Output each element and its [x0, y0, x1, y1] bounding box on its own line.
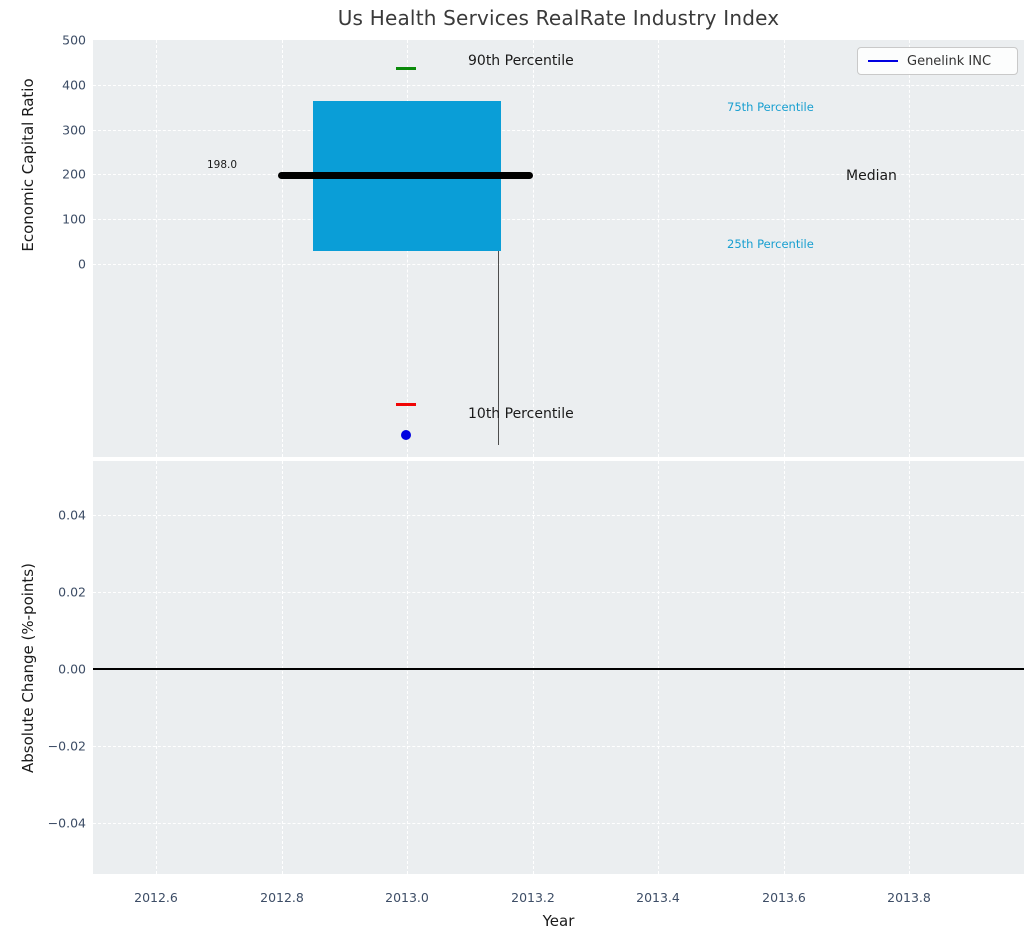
xtick-label: 2013.4: [636, 890, 680, 905]
xtick-label: 2012.8: [260, 890, 304, 905]
xtick-label: 2012.6: [134, 890, 178, 905]
ytick-label: 0.00: [58, 661, 86, 677]
gridline-v: [156, 461, 157, 874]
gridline-v: [658, 461, 659, 874]
median-line: [278, 172, 533, 179]
ytick-label: 0.04: [58, 507, 86, 523]
legend-label: Genelink INC: [907, 53, 992, 69]
bottom-plot-area: [93, 461, 1024, 874]
ytick-label: 500: [62, 32, 86, 48]
gridline-v: [156, 40, 157, 457]
gridline-h: [93, 130, 1024, 131]
zero-line: [93, 668, 1024, 670]
xtick-label: 2013.0: [385, 890, 429, 905]
p25-label: 25th Percentile: [727, 237, 814, 251]
ytick-label: 200: [62, 166, 86, 182]
ytick-label: 400: [62, 77, 86, 93]
bottom-y-axis-label: Absolute Change (%-points): [19, 563, 37, 773]
gridline-h: [93, 746, 1024, 747]
p90-label: 90th Percentile: [468, 53, 574, 69]
ytick-label: 0: [78, 256, 86, 272]
gridline-h: [93, 592, 1024, 593]
gridline-v: [533, 40, 534, 457]
top-y-axis-label: Economic Capital Ratio: [19, 78, 37, 252]
ytick-label: 0.02: [58, 584, 86, 600]
p10-label: 10th Percentile: [468, 406, 574, 422]
gridline-v: [407, 461, 408, 874]
xtick-label: 2013.8: [887, 890, 931, 905]
ytick-label: 100: [62, 211, 86, 227]
gridline-v: [282, 461, 283, 874]
legend-line-sample-icon: [868, 60, 898, 62]
p75-label: 75th Percentile: [727, 100, 814, 114]
company-data-point: [401, 430, 411, 440]
gridline-h: [93, 515, 1024, 516]
gridline-v: [658, 40, 659, 457]
gridline-h: [93, 219, 1024, 220]
gridline-v: [909, 461, 910, 874]
ytick-label: −0.04: [47, 815, 86, 831]
ytick-label: −0.02: [47, 738, 86, 754]
ytick-label: 300: [62, 122, 86, 138]
gridline-v: [784, 40, 785, 457]
gridline-h: [93, 264, 1024, 265]
gridline-v: [784, 461, 785, 874]
gridline-v: [533, 461, 534, 874]
gridline-h: [93, 823, 1024, 824]
chart-title: Us Health Services RealRate Industry Ind…: [337, 6, 780, 30]
gridline-v: [282, 40, 283, 457]
xtick-label: 2013.2: [511, 890, 555, 905]
legend[interactable]: Genelink INC: [857, 47, 1018, 75]
median-label: Median: [846, 168, 897, 184]
gridline-h: [93, 174, 1024, 175]
x-axis-label: Year: [542, 912, 575, 930]
xtick-label: 2013.6: [762, 890, 806, 905]
top-plot-area: 90th Percentile 75th Percentile Median 2…: [93, 40, 1024, 457]
whisker-line: [497, 109, 499, 445]
gridline-h: [93, 85, 1024, 86]
gridline-v: [909, 40, 910, 457]
p10-cap: [396, 403, 416, 406]
p90-cap: [396, 67, 416, 70]
median-value-label: 198.0: [207, 159, 238, 171]
